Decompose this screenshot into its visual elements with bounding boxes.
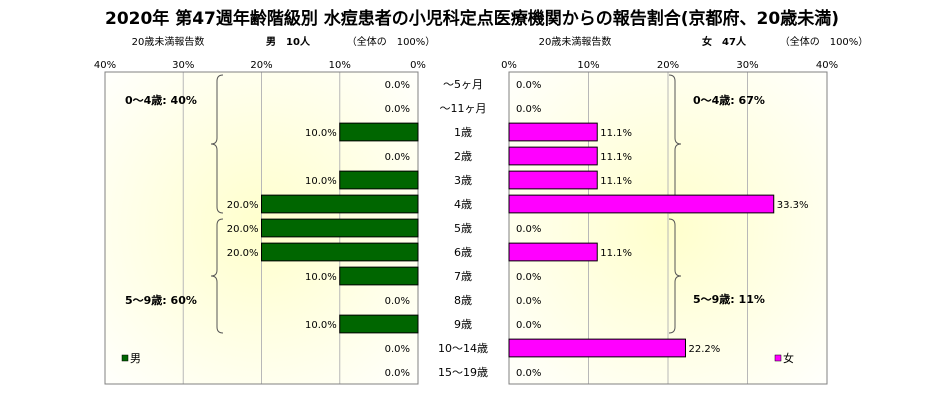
right-group-brace bbox=[668, 218, 682, 334]
category-label: 1歳 bbox=[454, 126, 472, 139]
left-data-label: 10.0% bbox=[305, 176, 337, 187]
left-bar bbox=[261, 194, 419, 214]
category-label: ～5ヶ月 bbox=[443, 78, 483, 91]
right-header-count: 女 47人 bbox=[702, 35, 747, 48]
left-data-label: 0.0% bbox=[385, 104, 410, 115]
category-label: 9歳 bbox=[454, 318, 472, 331]
left-group-brace bbox=[210, 74, 224, 214]
right-header-axis: 20歳未満報告数 bbox=[539, 35, 612, 48]
right-data-label: 0.0% bbox=[516, 296, 541, 307]
right-bar bbox=[508, 146, 598, 166]
left-bar bbox=[339, 122, 419, 142]
left-header-share: （全体の 100%） bbox=[347, 35, 436, 48]
right-tick-label: 30% bbox=[736, 60, 758, 71]
left-data-label: 10.0% bbox=[305, 128, 337, 139]
category-label: 3歳 bbox=[454, 174, 472, 187]
left-data-label: 20.0% bbox=[227, 200, 259, 211]
category-label: 8歳 bbox=[454, 294, 472, 307]
left-data-label: 0.0% bbox=[385, 344, 410, 355]
left-bar bbox=[339, 170, 419, 190]
right-data-label: 0.0% bbox=[516, 80, 541, 91]
left-bar bbox=[339, 266, 419, 286]
right-data-label: 0.0% bbox=[516, 368, 541, 379]
right-header-share: （全体の 100%） bbox=[780, 35, 869, 48]
right-tick-label: 10% bbox=[577, 60, 599, 71]
right-data-label: 0.0% bbox=[516, 272, 541, 283]
right-legend-label: 女 bbox=[783, 351, 794, 365]
left-bar bbox=[339, 314, 419, 334]
chart-title: 2020年 第47週年齢階級別 水痘患者の小児科定点医療機関からの報告割合(京都… bbox=[104, 9, 839, 29]
right-data-label: 0.0% bbox=[516, 320, 541, 331]
right-plot-frame bbox=[508, 71, 828, 385]
left-group-label: 0～4歳: 40% bbox=[125, 93, 197, 107]
right-bar bbox=[508, 242, 598, 262]
right-data-label: 22.2% bbox=[688, 344, 720, 355]
right-legend-swatch bbox=[774, 354, 782, 362]
right-group-label: 5～9歳: 11% bbox=[693, 292, 765, 306]
left-header-count: 男 10人 bbox=[266, 35, 311, 48]
right-bar bbox=[508, 122, 598, 142]
left-group-brace bbox=[210, 218, 224, 334]
right-data-label: 11.1% bbox=[600, 176, 632, 187]
right-bar bbox=[508, 338, 686, 358]
category-label: 5歳 bbox=[454, 222, 472, 235]
category-label: 4歳 bbox=[454, 198, 472, 211]
left-data-label: 20.0% bbox=[227, 224, 259, 235]
right-group-label: 0～4歳: 67% bbox=[693, 93, 765, 107]
right-data-label: 0.0% bbox=[516, 224, 541, 235]
right-bar bbox=[508, 194, 775, 214]
category-label: 10～14歳 bbox=[438, 342, 488, 355]
left-bar bbox=[261, 218, 419, 238]
left-data-label: 0.0% bbox=[385, 80, 410, 91]
left-data-label: 10.0% bbox=[305, 272, 337, 283]
left-tick-label: 30% bbox=[172, 60, 194, 71]
left-header-axis: 20歳未満報告数 bbox=[132, 35, 205, 48]
right-data-label: 11.1% bbox=[600, 248, 632, 259]
right-data-label: 33.3% bbox=[777, 200, 809, 211]
category-label: 2歳 bbox=[454, 150, 472, 163]
category-label: 6歳 bbox=[454, 246, 472, 259]
right-data-label: 11.1% bbox=[600, 152, 632, 163]
category-label: 7歳 bbox=[454, 270, 472, 283]
left-tick-label: 20% bbox=[250, 60, 272, 71]
left-legend-swatch bbox=[121, 354, 129, 362]
left-data-label: 0.0% bbox=[385, 296, 410, 307]
right-tick-label: 0% bbox=[501, 60, 517, 71]
left-tick-label: 0% bbox=[410, 60, 426, 71]
right-tick-label: 20% bbox=[657, 60, 679, 71]
left-group-label: 5～9歳: 60% bbox=[125, 293, 197, 307]
category-label: ～11ヶ月 bbox=[440, 102, 487, 115]
left-bar bbox=[261, 242, 419, 262]
right-tick-label: 40% bbox=[816, 60, 838, 71]
left-data-label: 0.0% bbox=[385, 368, 410, 379]
left-data-label: 20.0% bbox=[227, 248, 259, 259]
right-bar bbox=[508, 170, 598, 190]
right-data-label: 0.0% bbox=[516, 104, 541, 115]
left-data-label: 10.0% bbox=[305, 320, 337, 331]
left-data-label: 0.0% bbox=[385, 152, 410, 163]
right-data-label: 11.1% bbox=[600, 128, 632, 139]
category-label: 15～19歳 bbox=[438, 366, 488, 379]
left-tick-label: 40% bbox=[94, 60, 116, 71]
left-legend-label: 男 bbox=[130, 352, 141, 365]
left-tick-label: 10% bbox=[329, 60, 351, 71]
